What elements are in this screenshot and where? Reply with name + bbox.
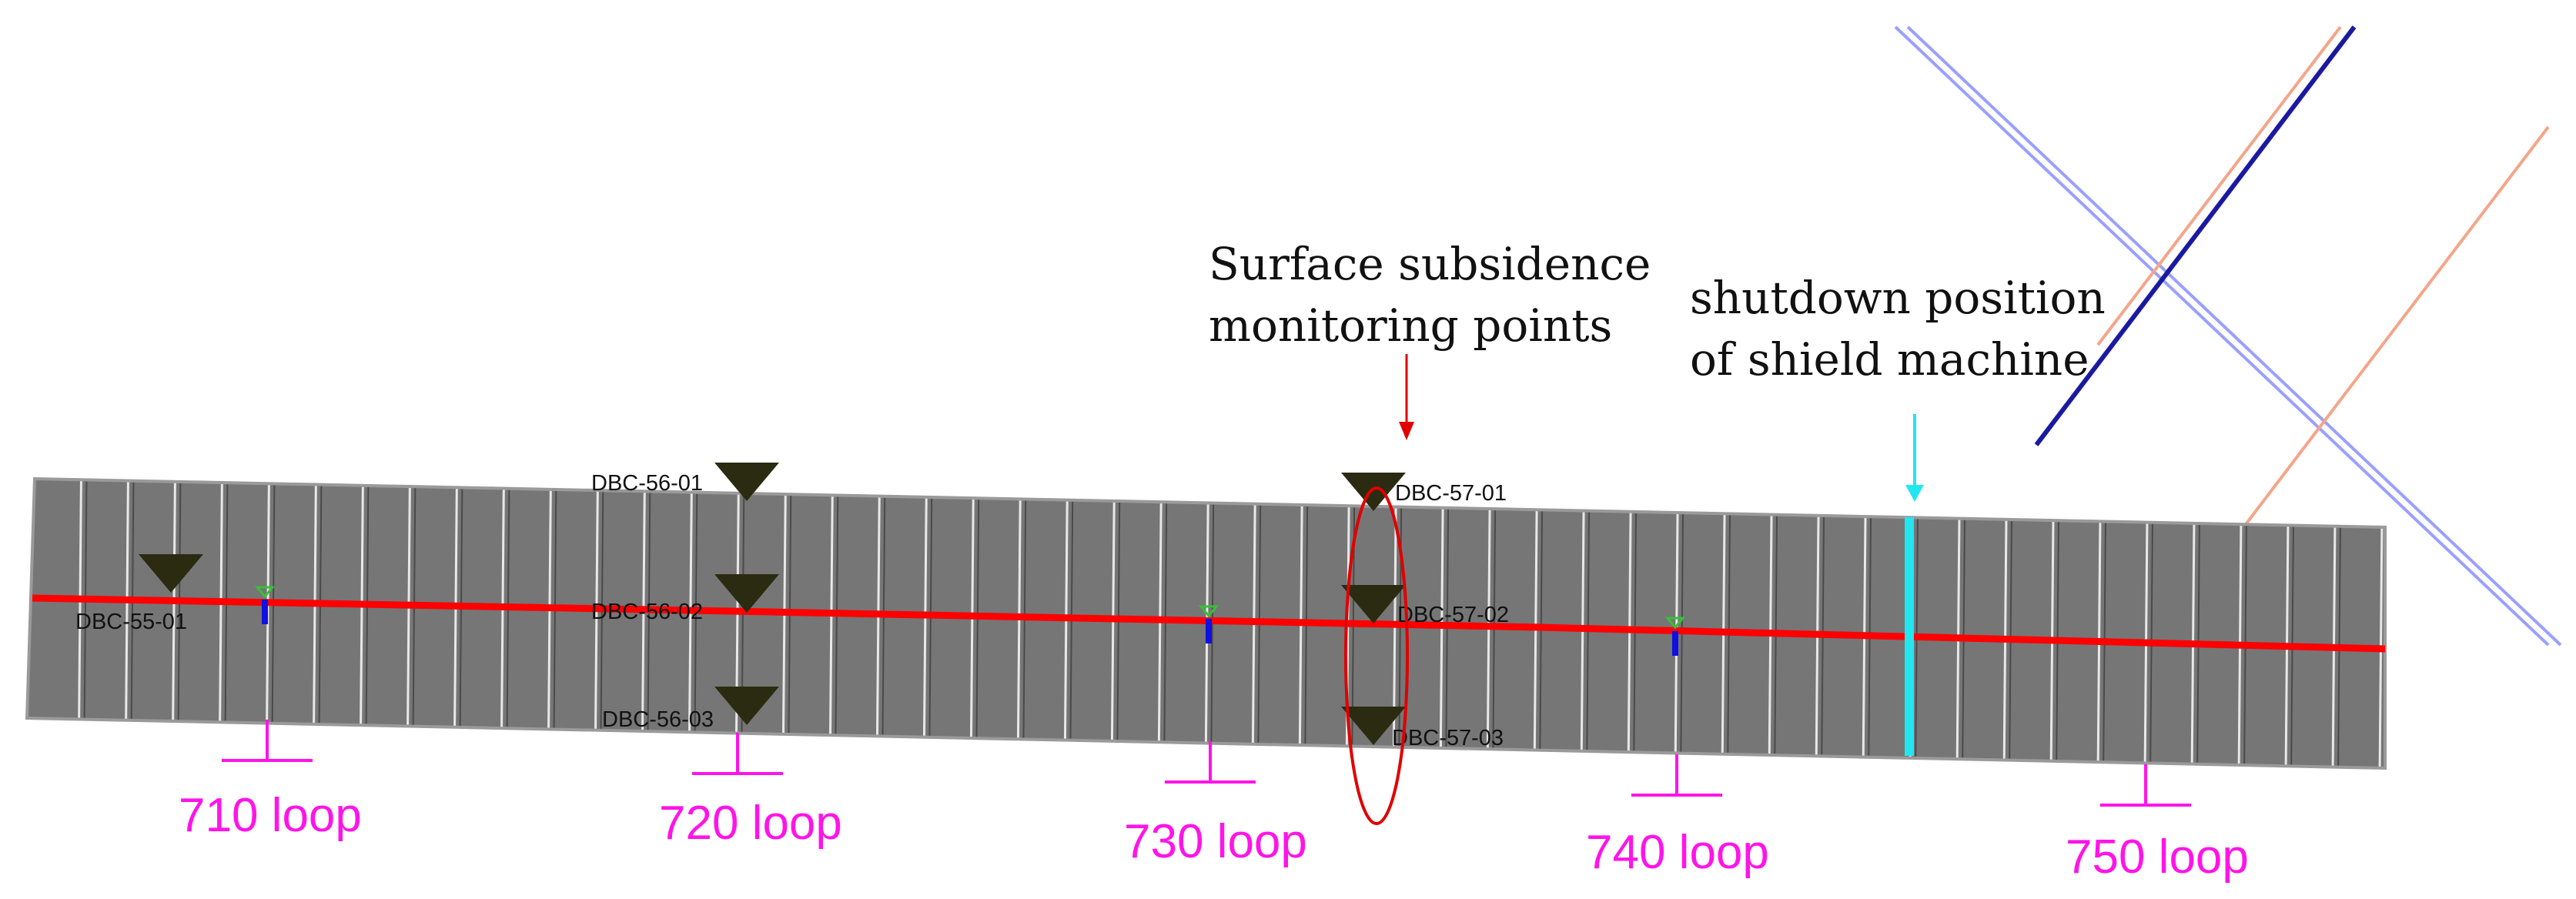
loop-labels: 710 loop 720 loop 730 loop 740 loop 750 …	[179, 789, 2249, 884]
loop-marker-750	[2100, 764, 2191, 807]
crossing-line-light-blue-1	[1894, 25, 2550, 647]
loop-marker-720	[692, 733, 783, 775]
loop-label: 710 loop	[179, 789, 362, 842]
monitoring-point-labels: DBC-55-01 DBC-56-01 DBC-56-02 DBC-56-03 …	[75, 471, 1509, 750]
monitoring-point-marker	[714, 687, 779, 725]
loop-label: 720 loop	[659, 797, 842, 850]
loop-marker-730	[1165, 741, 1256, 784]
monitoring-arrow-head	[1399, 422, 1414, 440]
annotation-shutdown: shutdown position of shield machine	[1690, 272, 2106, 386]
monitoring-point-marker	[714, 463, 779, 501]
crossing-line-dark-blue	[2034, 25, 2357, 446]
annotation-shutdown-line2: of shield machine	[1690, 333, 2089, 386]
survey-marker	[1664, 617, 1686, 656]
loop-label: 740 loop	[1586, 826, 1769, 879]
monitoring-point-triangles	[139, 463, 1406, 745]
survey-marker	[1198, 605, 1219, 643]
crossing-line-salmon-1	[2096, 25, 2342, 346]
monitoring-point-marker	[1341, 473, 1406, 511]
annotation-shutdown-line1: shutdown position	[1690, 272, 2106, 324]
shutdown-marker	[1905, 414, 1924, 756]
shutdown-position-line	[1905, 517, 1914, 756]
monitoring-point-label: DBC-57-02	[1397, 603, 1509, 627]
monitoring-point-marker	[714, 574, 779, 613]
loop-marker-710	[222, 720, 313, 762]
monitoring-point-label: DBC-55-01	[75, 610, 187, 634]
loop-markers	[222, 720, 2191, 807]
monitoring-point-marker	[1341, 585, 1406, 623]
monitoring-point-label: DBC-57-03	[1392, 726, 1504, 750]
loop-label: 750 loop	[2066, 830, 2249, 884]
monitoring-point-label: DBC-57-01	[1395, 481, 1507, 506]
monitoring-point-label: DBC-56-02	[591, 600, 703, 624]
tunnel-border	[25, 476, 2387, 770]
monitoring-point-marker	[139, 554, 203, 593]
loop-label: 730 loop	[1124, 815, 1307, 868]
crossing-line-light-blue-2	[1906, 25, 2562, 647]
crossing-lines	[1894, 25, 2562, 654]
survey-marker	[254, 586, 276, 624]
annotation-monitoring: Surface subsidence monitoring points	[1209, 238, 1651, 352]
loop-marker-740	[1631, 754, 1722, 797]
shutdown-arrow-head	[1905, 485, 1924, 502]
ring-segment-divider	[171, 479, 177, 768]
annotation-monitoring-line2: monitoring points	[1209, 299, 1612, 352]
annotation-monitoring-line1: Surface subsidence	[1209, 238, 1651, 290]
survey-markers	[254, 586, 1686, 656]
monitoring-point-label: DBC-56-01	[591, 471, 703, 496]
tunnel-axis-line	[32, 594, 2386, 653]
monitoring-points-highlight	[1344, 486, 1409, 825]
monitoring-point-marker	[1341, 707, 1406, 745]
monitoring-point-label: DBC-56-03	[602, 707, 714, 732]
